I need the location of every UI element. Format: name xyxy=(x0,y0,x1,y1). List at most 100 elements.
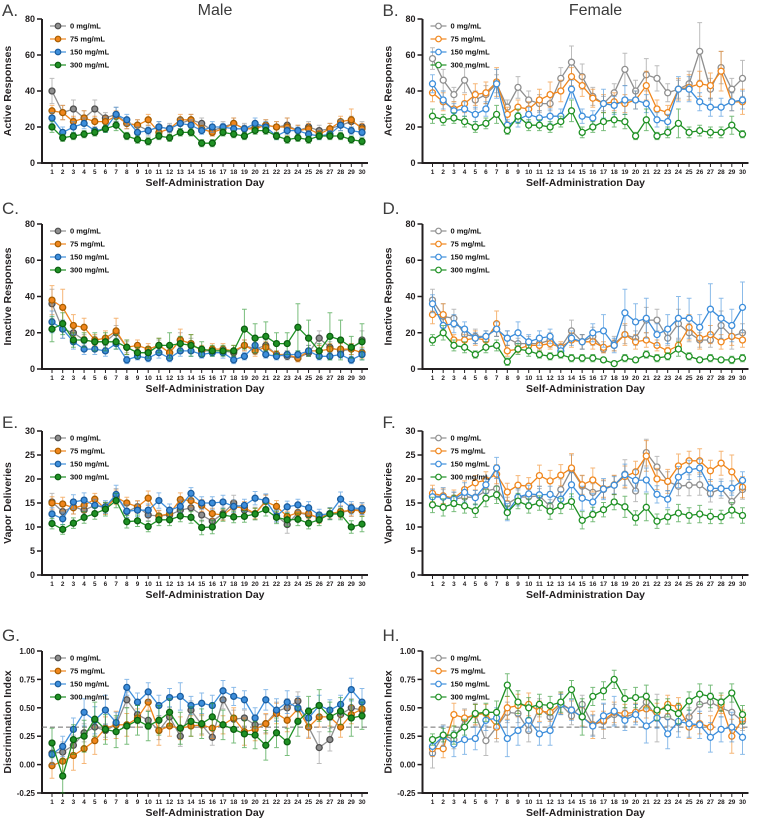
x-tick-label: 4 xyxy=(82,375,86,382)
panel-letter: D. xyxy=(383,200,400,218)
x-tick-label: 5 xyxy=(473,169,477,176)
legend-marker xyxy=(435,654,442,662)
data-point xyxy=(439,96,447,104)
data-point xyxy=(251,126,259,135)
y-tick-label: 20 xyxy=(25,122,35,132)
x-tick-label: 22 xyxy=(653,169,661,176)
data-point xyxy=(706,305,715,313)
x-tick-label: 26 xyxy=(696,799,704,806)
data-point xyxy=(262,332,270,341)
data-point xyxy=(59,320,67,328)
data-point xyxy=(546,726,554,735)
x-tick-label: 8 xyxy=(506,169,510,176)
data-point xyxy=(685,697,693,705)
x-tick-label: 23 xyxy=(664,169,672,176)
y-tick-label: 0.25 xyxy=(400,732,416,741)
y-tick-label: 10 xyxy=(405,522,415,532)
data-point xyxy=(674,85,683,93)
data-point xyxy=(631,132,640,140)
x-tick-label: 23 xyxy=(284,375,292,382)
data-point xyxy=(642,722,650,730)
data-point xyxy=(428,54,437,63)
legend-label: 0 mg/mL xyxy=(70,22,101,31)
data-point xyxy=(717,513,725,521)
panel-letter: A. xyxy=(2,1,18,20)
x-tick-label: 21 xyxy=(643,799,651,806)
column-title: Male xyxy=(198,2,233,19)
x-tick-label: 2 xyxy=(61,581,65,588)
data-point xyxy=(514,112,522,120)
data-point xyxy=(165,125,174,133)
data-point xyxy=(165,516,174,524)
data-point xyxy=(642,81,650,90)
x-axis-label: Self-Administration Day xyxy=(526,589,645,601)
data-point xyxy=(567,58,576,66)
x-tick-label: 14 xyxy=(568,169,576,176)
data-point xyxy=(610,341,618,350)
data-point xyxy=(262,350,270,359)
data-point xyxy=(251,714,259,722)
data-point xyxy=(578,81,586,90)
series-300-mg-mL xyxy=(428,669,747,746)
legend: 0 mg/mL 75 mg/mL 150 mg/mL 300 mg/mL xyxy=(430,227,490,275)
x-tick-label: 18 xyxy=(230,581,238,588)
data-point xyxy=(706,733,715,741)
legend-marker xyxy=(54,61,62,69)
legend: 0 mg/mL 75 mg/mL 150 mg/mL 300 mg/mL xyxy=(50,654,110,702)
data-point xyxy=(696,126,704,135)
data-point xyxy=(48,296,56,304)
data-point xyxy=(336,510,345,518)
data-point xyxy=(91,338,99,346)
x-tick-label: 19 xyxy=(621,799,629,806)
data-point xyxy=(706,128,715,137)
y-tick-label: 20 xyxy=(25,328,35,338)
data-point xyxy=(685,466,693,474)
x-tick-label: 22 xyxy=(653,581,661,588)
data-point xyxy=(664,513,672,521)
x-tick-label: 25 xyxy=(305,169,313,176)
data-point xyxy=(642,692,650,701)
data-point xyxy=(525,502,533,510)
data-point xyxy=(685,511,693,520)
data-point xyxy=(599,356,608,364)
y-tick-label: 80 xyxy=(405,219,415,229)
data-point xyxy=(557,698,565,706)
x-tick-label: 15 xyxy=(579,799,587,806)
x-tick-label: 15 xyxy=(198,581,206,588)
data-point xyxy=(283,738,291,746)
data-point xyxy=(717,67,725,75)
data-point xyxy=(59,108,67,117)
data-point xyxy=(123,132,131,140)
data-point xyxy=(738,733,747,741)
data-point xyxy=(696,80,704,88)
x-tick-label: 11 xyxy=(156,581,163,588)
x-tick-label: 19 xyxy=(621,581,629,588)
data-point xyxy=(642,503,650,511)
legend-marker xyxy=(54,447,62,455)
x-tick-label: 1 xyxy=(50,799,54,806)
legend-marker xyxy=(435,266,442,274)
x-tick-label: 20 xyxy=(632,375,640,382)
x-tick-label: 3 xyxy=(72,799,76,806)
data-point xyxy=(674,709,683,718)
data-point xyxy=(631,476,640,485)
data-point xyxy=(101,725,110,734)
data-point xyxy=(304,135,313,144)
data-point xyxy=(187,717,195,726)
data-point xyxy=(336,707,345,715)
x-tick-label: 6 xyxy=(484,799,488,806)
data-point xyxy=(696,721,704,729)
data-point xyxy=(208,139,216,147)
data-point xyxy=(69,498,78,506)
x-tick-label: 29 xyxy=(348,169,356,176)
x-tick-label: 21 xyxy=(262,581,270,588)
x-tick-label: 26 xyxy=(316,375,324,382)
y-axis-label: Active Responses xyxy=(383,46,395,137)
data-point xyxy=(535,121,544,129)
y-tick-label: 60 xyxy=(25,50,35,60)
data-point xyxy=(336,495,345,503)
data-point xyxy=(294,323,302,331)
